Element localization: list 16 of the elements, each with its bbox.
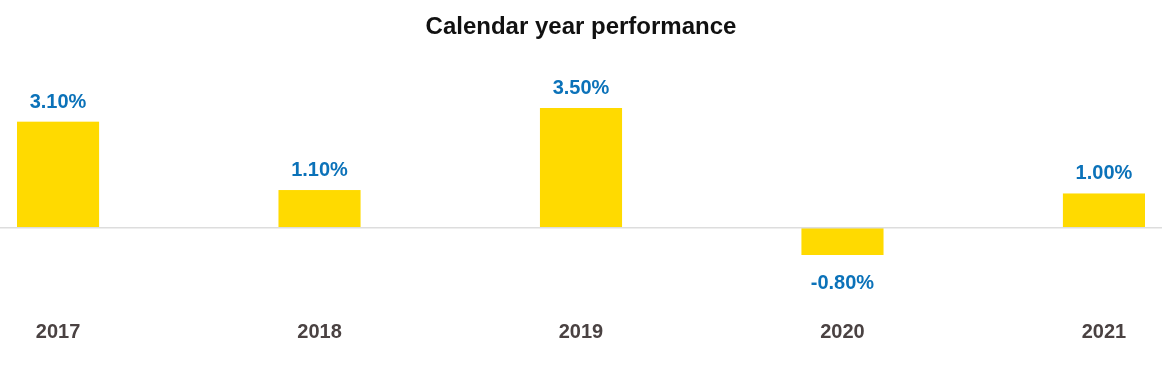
x-tick-label: 2021 bbox=[1081, 320, 1127, 342]
x-tick-label: 2020 bbox=[820, 320, 865, 342]
x-tick-label: 2018 bbox=[297, 320, 342, 342]
bar bbox=[1062, 193, 1145, 228]
x-tick-label: 2017 bbox=[35, 320, 81, 342]
bar bbox=[539, 108, 623, 228]
data-label: 1.00% bbox=[1075, 161, 1133, 184]
x-tick-label: 2019 bbox=[558, 320, 604, 342]
bar bbox=[278, 190, 361, 228]
bar bbox=[17, 121, 100, 228]
bar bbox=[801, 227, 884, 255]
data-label: 1.10% bbox=[291, 158, 349, 181]
chart-title: Calendar year performance bbox=[425, 12, 737, 39]
data-label: 3.50% bbox=[552, 76, 610, 98]
data-label: -0.80% bbox=[810, 271, 875, 293]
data-label: 3.10% bbox=[29, 89, 87, 112]
